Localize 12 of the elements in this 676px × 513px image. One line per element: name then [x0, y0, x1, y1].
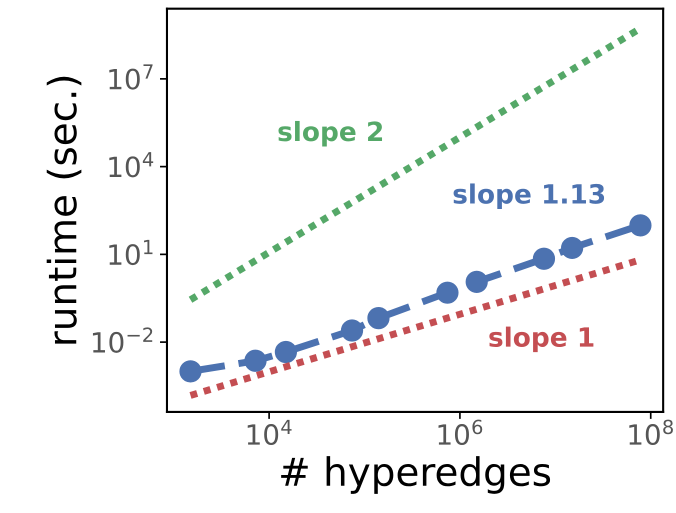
x-axis-title: # hyperedges	[281, 456, 550, 494]
x-tick-label: 10$^{8}$	[629, 420, 673, 446]
y-tick-label: 10$^{4}$	[109, 152, 154, 178]
y-tick-label: 10$^{1}$	[109, 240, 152, 266]
y-tick-label: 10$^{−2}$	[92, 327, 152, 353]
x-tick-label: 10$^{6}$	[438, 420, 482, 446]
annotation: slope 1.13	[454, 183, 604, 209]
annotation: slope 1	[489, 326, 594, 352]
annotation: slope 2	[278, 120, 382, 146]
x-tick-label: 10$^{4}$	[248, 420, 292, 446]
y-tick-label: 10$^{7}$	[109, 64, 153, 90]
y-axis-title: runtime (sec.)	[46, 76, 82, 344]
